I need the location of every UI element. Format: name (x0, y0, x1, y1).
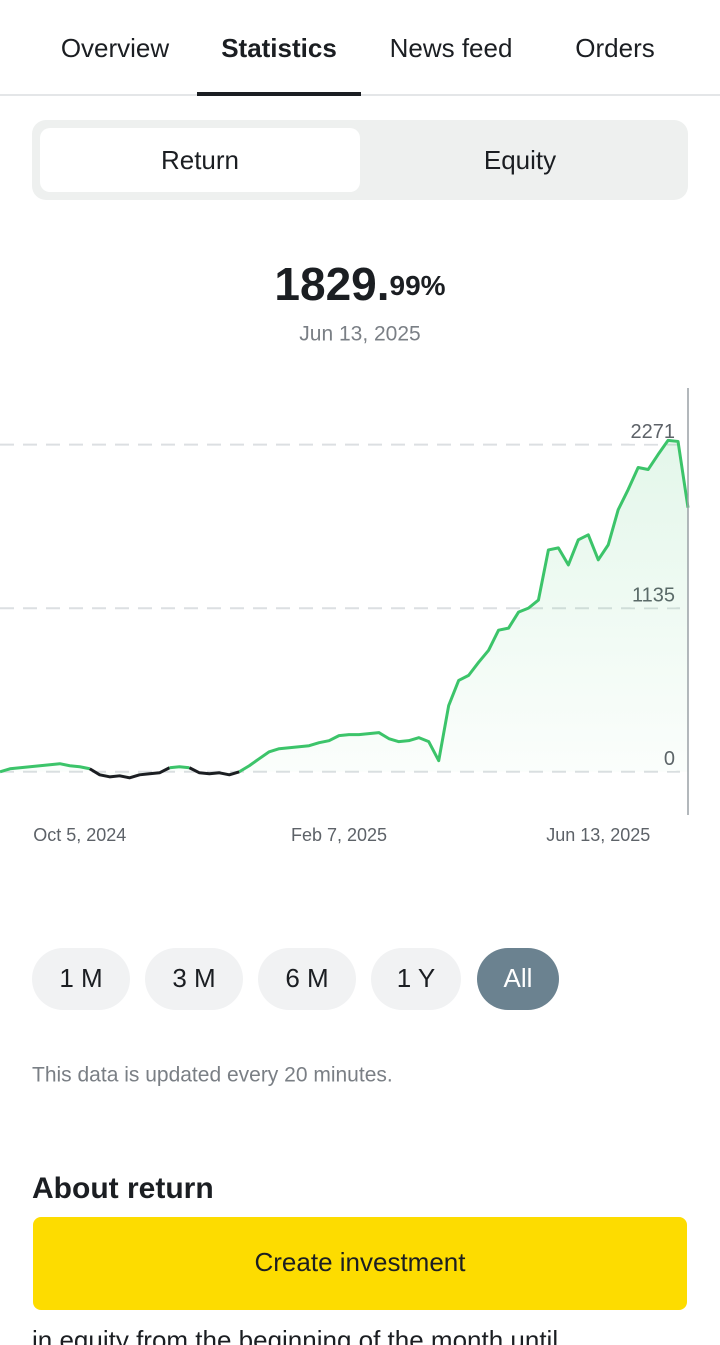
section-text: in equity from the beginning of the mont… (32, 1325, 558, 1345)
line (188, 766, 240, 777)
period-button-active[interactable] (477, 948, 559, 1010)
line (88, 766, 171, 780)
period-label[interactable]: 1 M (59, 963, 102, 993)
period-button[interactable] (32, 948, 130, 1010)
headline-date: Jun 13, 2025 (299, 323, 420, 346)
note: This data is updated every 20 minutes. (32, 1064, 393, 1087)
tab-bar: Overview Statistics News feed Orders (0, 33, 720, 96)
period-label[interactable]: 6 M (285, 963, 328, 993)
tab[interactable]: News feed (390, 33, 513, 63)
segment-label[interactable]: Equity (484, 145, 556, 175)
period-label[interactable]: All (504, 963, 533, 993)
segment-label[interactable]: Return (161, 145, 239, 175)
period-button[interactable] (145, 948, 243, 1010)
tab[interactable]: Orders (575, 33, 654, 63)
line (238, 438, 690, 774)
period-label[interactable]: 3 M (172, 963, 215, 993)
line (0, 762, 91, 774)
value-fraction: 99% (390, 270, 446, 301)
value-integer: 1829. (274, 258, 389, 310)
button-label[interactable]: Create investment (255, 1247, 467, 1277)
period-button[interactable] (258, 948, 356, 1010)
x-tick-label: Feb 7, 2025 (291, 825, 387, 845)
y-tick-label-bg (626, 419, 679, 444)
segment-active[interactable] (40, 128, 360, 192)
tab[interactable]: Overview (61, 33, 170, 63)
tab-active[interactable]: Statistics (221, 33, 337, 63)
y-tick-label: 2271 (631, 421, 676, 443)
area (0, 440, 688, 778)
period-label[interactable]: 1 Y (397, 963, 436, 993)
x-tick-label: Jun 13, 2025 (546, 825, 650, 845)
tab-indicator (197, 92, 361, 96)
line (169, 765, 190, 770)
section-title: About return (32, 1172, 214, 1205)
period-button[interactable] (371, 948, 461, 1010)
create-button[interactable] (33, 1217, 687, 1310)
headline-value: 1829.99% (274, 258, 445, 310)
x-tick-label: Oct 5, 2024 (33, 825, 126, 845)
